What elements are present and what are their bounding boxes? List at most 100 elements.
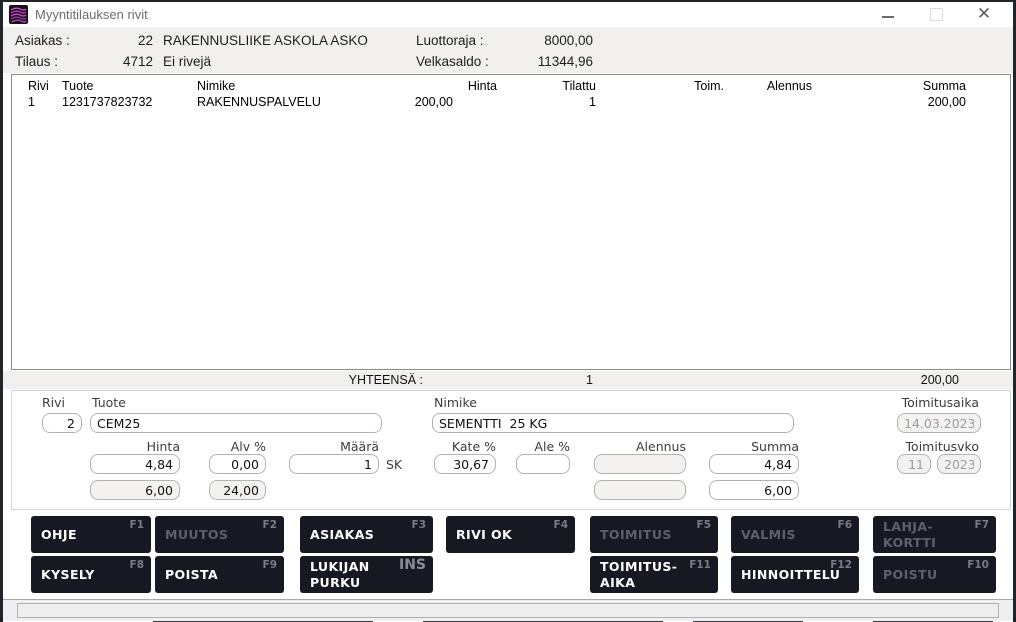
lahjakortti-fkey-label: F7 — [974, 519, 989, 531]
summa-label: Summa — [751, 439, 799, 454]
muutos-button-label: MUUTOS — [165, 526, 229, 542]
title-bar: Myyntitilauksen rivit ✕ — [3, 2, 1013, 27]
maara-label: Määrä — [340, 439, 379, 454]
ohje-button[interactable]: OHJE F1 — [31, 516, 151, 553]
customer-name: RAKENNUSLIIKE ASKOLA ASKO — [163, 33, 368, 48]
toimitus-button-label: TOIMITUS — [600, 526, 672, 542]
total-label: YHTEENSÄ : — [348, 373, 423, 387]
status-bar — [17, 603, 999, 618]
lahjakortti-button: LAHJA- KORTTI F7 — [873, 516, 996, 553]
hinnoittelu-button-label: HINNOITTELU — [741, 566, 841, 582]
toimitusaika-label: Toimitusaika — [901, 395, 979, 410]
toimitusaika-field — [897, 413, 981, 433]
kate-field[interactable] — [434, 454, 496, 474]
toimitusaika-fkey-label: F11 — [689, 559, 711, 571]
order-label: Tilaus : — [15, 54, 59, 69]
lukijan-purku-button[interactable]: LUKIJAN PURKU INS — [300, 556, 433, 593]
maara-field[interactable] — [289, 454, 379, 474]
rivi-label: Rivi — [42, 395, 66, 410]
alv-field[interactable] — [209, 454, 266, 474]
col-header-nimike: Nimike — [197, 79, 236, 93]
col-header-tuote: Tuote — [62, 79, 94, 93]
customer-label: Asiakas : — [15, 33, 70, 48]
valmis-button: VALMIS F6 — [731, 516, 859, 553]
row-nimike: RAKENNUSPALVELU — [197, 95, 321, 109]
maximize-button — [921, 2, 951, 26]
poista-button-label: POISTA — [165, 566, 219, 582]
rivi-ok-button[interactable]: RIVI OK F4 — [446, 516, 575, 553]
hinta-field[interactable] — [90, 454, 180, 474]
asiakas-button-label: ASIAKAS — [310, 526, 375, 542]
poistu-button-label: POISTU — [883, 566, 938, 582]
tuote-field[interactable] — [90, 413, 382, 433]
asiakas-button[interactable]: ASIAKAS F3 — [300, 516, 433, 553]
poistu-fkey-label: F10 — [967, 559, 989, 571]
close-icon: ✕ — [976, 4, 992, 23]
order-rows-table: Rivi Tuote Nimike Hinta Tilattu Toim. Al… — [11, 74, 1011, 370]
nimike-label: Nimike — [434, 395, 477, 410]
alennus-label: Alennus — [636, 439, 686, 454]
row-hinta: 200,00 — [414, 95, 453, 109]
total-sum: 200,00 — [920, 373, 959, 387]
kysely-fkey-label: F8 — [129, 559, 144, 571]
valmis-fkey-label: F6 — [837, 519, 852, 531]
kysely-button[interactable]: KYSELY F8 — [31, 556, 151, 593]
ale-label: Ale % — [534, 439, 570, 454]
poista-button[interactable]: POISTA F9 — [155, 556, 284, 593]
valmis-button-label: VALMIS — [741, 526, 796, 542]
row-tuote: 1231737823732 — [62, 95, 153, 109]
ale-field[interactable] — [516, 454, 570, 474]
muutos-fkey-label: F2 — [262, 519, 277, 531]
table-row[interactable]: 1 1231737823732 RAKENNUSPALVELU 200,00 1… — [12, 94, 1010, 110]
order-header-band: Asiakas : 22 RAKENNUSLIIKE ASKOLA ASKO L… — [3, 27, 1013, 73]
hinnoittelu-button[interactable]: HINNOITTELU F12 — [731, 556, 859, 593]
app-logo-icon — [9, 5, 28, 24]
row-rivi: 1 — [28, 95, 35, 109]
customer-row: Asiakas : 22 RAKENNUSLIIKE ASKOLA ASKO L… — [3, 33, 1013, 51]
lukijan-purku-fkey-label: INS — [398, 557, 426, 573]
kate-label: Kate % — [451, 439, 496, 454]
order-row: Tilaus : 4712 Ei rivejä Velkasaldo : 113… — [3, 54, 1013, 72]
hinnoittelu-fkey-label: F12 — [830, 559, 852, 571]
poistu-button: POISTU F10 — [873, 556, 996, 593]
debt-value: 11344,96 — [537, 54, 593, 69]
totals-bar: YHTEENSÄ : 1 200,00 — [3, 371, 1013, 389]
ohje-fkey-label: F1 — [129, 519, 144, 531]
alv-alt-field — [209, 480, 266, 500]
kysely-button-label: KYSELY — [41, 566, 95, 582]
rivi-ok-button-label: RIVI OK — [456, 526, 513, 542]
debt-label: Velkasaldo : — [416, 54, 489, 69]
row-alennus — [724, 94, 812, 110]
row-edit-form: Rivi Tuote Nimike Toimitusaika Hinta Alv… — [11, 390, 1011, 510]
summa-field[interactable] — [709, 454, 799, 474]
customer-number: 22 — [137, 33, 153, 48]
close-button[interactable]: ✕ — [969, 2, 999, 26]
credit-limit-value: 8000,00 — [544, 33, 593, 48]
col-header-summa: Summa — [922, 79, 966, 93]
minimize-button[interactable] — [873, 2, 903, 26]
window-title: Myyntitilauksen rivit — [35, 7, 148, 22]
toimitusaika-button[interactable]: TOIMITUS- AIKA F11 — [590, 556, 718, 593]
toimitusvko-label: Toimitusvko — [905, 439, 979, 454]
status-bar-area — [3, 599, 1013, 622]
toimitus-fkey-label: F5 — [696, 519, 711, 531]
hinta-label: Hinta — [146, 439, 180, 454]
table-header-row: Rivi Tuote Nimike Hinta Tilattu Toim. Al… — [12, 78, 1010, 94]
toimitusaika-button-label: TOIMITUS- AIKA — [600, 558, 678, 590]
col-header-alennus: Alennus — [766, 79, 812, 93]
rivi-ok-fkey-label: F4 — [553, 519, 568, 531]
order-number: 4712 — [122, 54, 153, 69]
row-summa: 200,00 — [927, 95, 966, 109]
nimike-field[interactable] — [432, 413, 794, 433]
col-header-tilattu: Tilattu — [562, 79, 596, 93]
alv-label: Alv % — [230, 439, 266, 454]
row-tilattu: 1 — [589, 95, 596, 109]
alennus-alt-field — [594, 480, 686, 500]
col-header-toim: Toim. — [694, 79, 724, 93]
muutos-button: MUUTOS F2 — [155, 516, 284, 553]
hinta-alt-field — [90, 480, 180, 500]
credit-limit-label: Luottoraja : — [416, 33, 484, 48]
rivi-field[interactable] — [42, 413, 82, 433]
toimitusvko-week-field — [897, 454, 931, 474]
asiakas-fkey-label: F3 — [411, 519, 426, 531]
